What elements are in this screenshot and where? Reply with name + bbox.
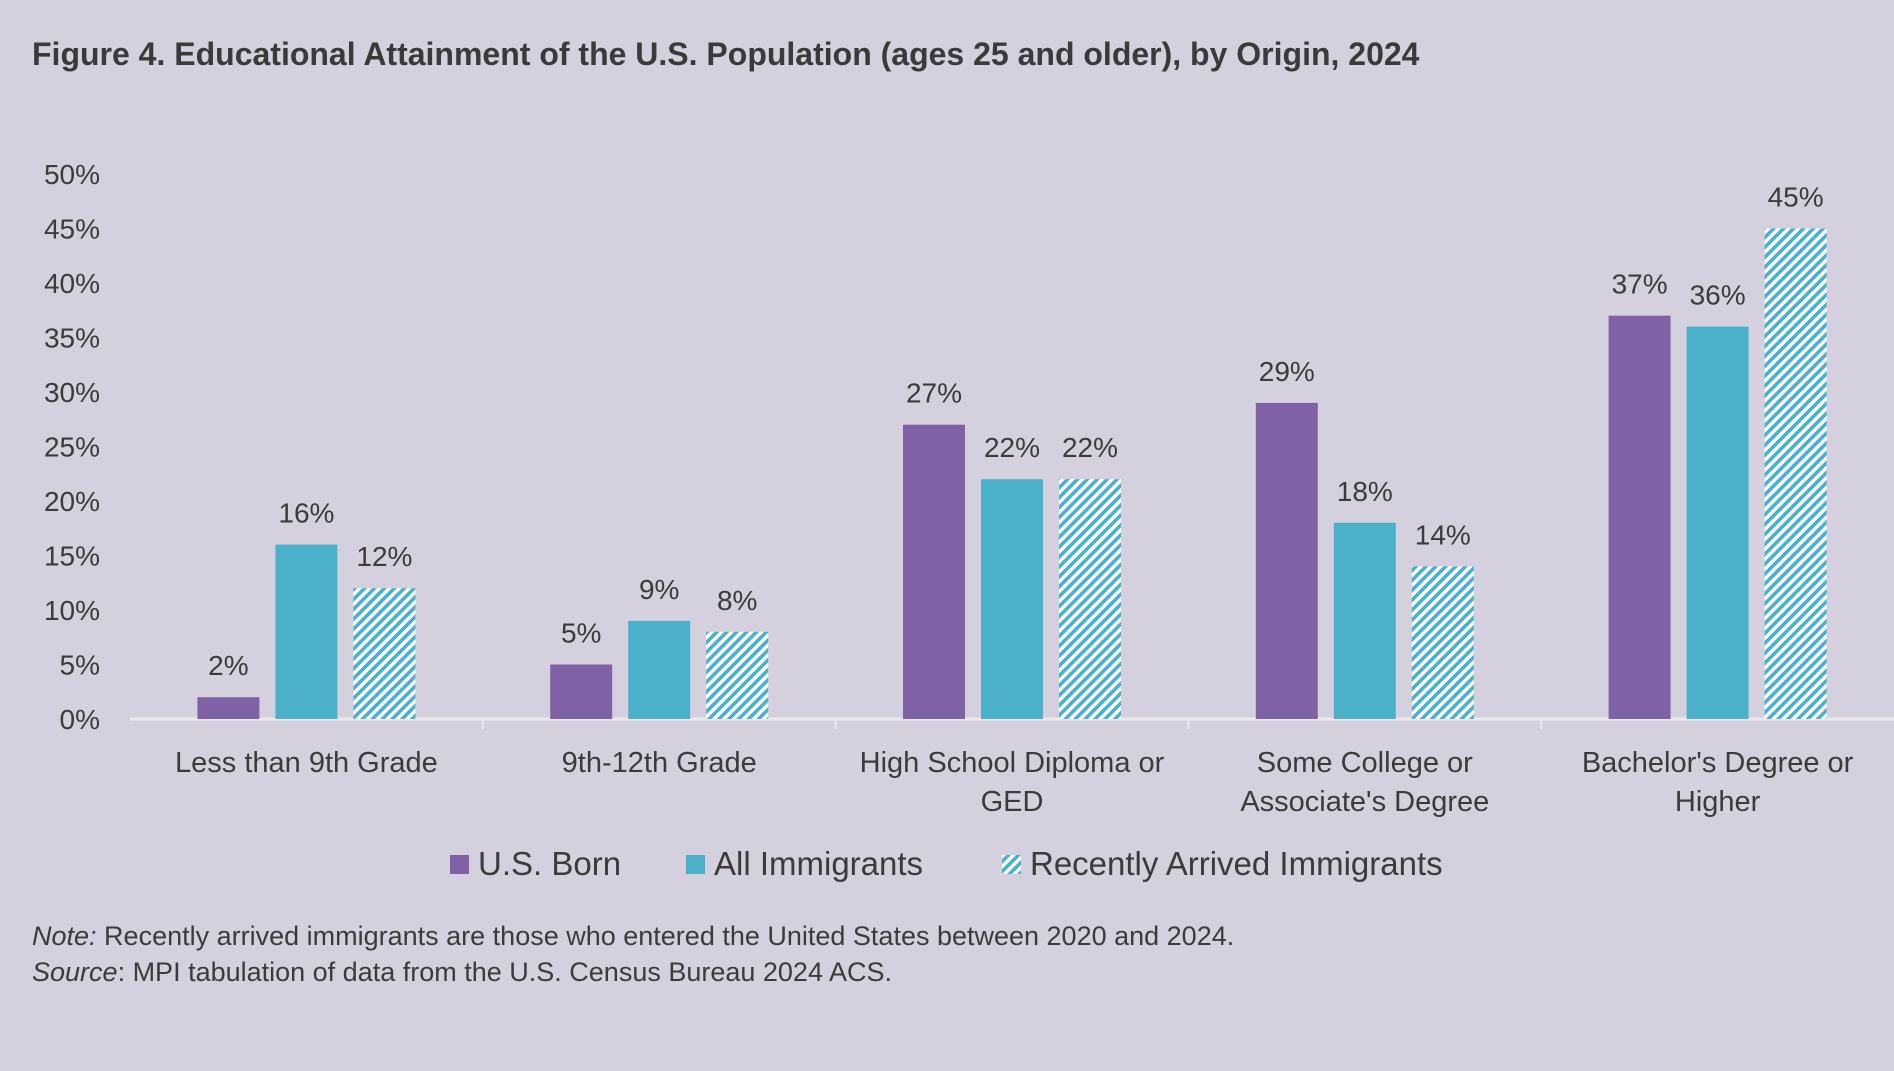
bar-recent-immigrants (1059, 479, 1121, 719)
data-label: 14% (1415, 519, 1471, 550)
legend-label-recent-immigrants: Recently Arrived Immigrants (1030, 845, 1443, 882)
legend-swatch-recent-immigrants (1002, 855, 1021, 874)
chart-title: Figure 4. Educational Attainment of the … (32, 36, 1420, 72)
bar-all-immigrants (1686, 326, 1749, 719)
data-label: 18% (1337, 476, 1393, 507)
x-tick-label: Some College or (1257, 747, 1473, 779)
x-axis: Less than 9th Grade 9th-12th Grade High Sc… (175, 719, 1854, 818)
bar-chart: 0% 5% 10% 15% 20% 25% 30% 35% 40% 45% 50% 2% 16% 12%… (44, 159, 1894, 882)
data-label: 12% (356, 541, 412, 572)
legend-swatch-all-immigrants (686, 855, 705, 874)
bar-us-born (903, 424, 965, 719)
bar-all-immigrants (275, 544, 338, 719)
bar-all-immigrants (628, 620, 691, 719)
bar-recent-immigrants (1764, 228, 1827, 719)
bar-recent-immigrants (353, 588, 416, 719)
data-label: 8% (717, 585, 757, 616)
bar-all-immigrants (1333, 522, 1396, 719)
y-tick-label: 40% (44, 268, 100, 299)
bar-all-immigrants (981, 479, 1043, 719)
source-label: Source (32, 957, 118, 987)
data-label: 27% (906, 378, 962, 409)
legend: U.S. Born All Immigrants Recently Arrived … (450, 845, 1443, 882)
data-label: 5% (561, 618, 601, 649)
source-line: Source: MPI tabulation of data from the … (32, 954, 1234, 990)
y-tick-label: 30% (44, 377, 100, 408)
legend-label-all-immigrants: All Immigrants (714, 845, 923, 882)
data-label: 29% (1259, 356, 1315, 387)
y-tick-label: 45% (44, 214, 100, 245)
y-tick-label: 5% (60, 650, 100, 681)
bars: 2% 16% 12% 5% 9% 8% 27% 22% 22% 29% 18% 14% 37% 36% 45… (197, 182, 1827, 719)
y-tick-label: 50% (44, 159, 100, 190)
note-text: Recently arrived immigrants are those wh… (96, 921, 1235, 951)
x-tick-label: GED (981, 786, 1044, 818)
notes: Note: Recently arrived immigrants are th… (32, 918, 1234, 990)
x-tick-label: High School Diploma or (860, 747, 1165, 779)
bar-us-born (1255, 402, 1318, 719)
x-tick-label: 9th-12th Grade (562, 747, 757, 779)
data-label: 45% (1768, 182, 1824, 213)
bar-us-born (1608, 315, 1671, 719)
data-label: 2% (208, 650, 248, 681)
x-tick-label: Higher (1675, 786, 1761, 818)
y-tick-label: 20% (44, 486, 100, 517)
x-tick-label: Less than 9th Grade (175, 747, 438, 779)
bar-recent-immigrants (706, 631, 769, 719)
legend-swatch-us-born (450, 855, 469, 874)
bar-us-born (550, 664, 613, 719)
data-label: 37% (1612, 269, 1668, 300)
note-label: Note: (32, 921, 97, 951)
data-label: 36% (1690, 280, 1746, 311)
y-tick-label: 10% (44, 595, 100, 626)
data-label: 16% (278, 498, 334, 529)
bar-us-born (197, 697, 260, 719)
y-tick-label: 15% (44, 541, 100, 572)
data-label: 22% (984, 432, 1040, 463)
data-label: 9% (639, 574, 679, 605)
y-tick-label: 25% (44, 432, 100, 463)
data-label: 22% (1062, 432, 1118, 463)
bar-recent-immigrants (1411, 566, 1474, 719)
y-tick-label: 35% (44, 323, 100, 354)
x-tick-label: Associate's Degree (1240, 786, 1489, 818)
note-line: Note: Recently arrived immigrants are th… (32, 918, 1234, 954)
x-tick-label: Bachelor's Degree or (1582, 747, 1854, 779)
source-text: : MPI tabulation of data from the U.S. C… (117, 957, 892, 987)
y-tick-label: 0% (60, 704, 100, 735)
legend-label-us-born: U.S. Born (478, 845, 621, 882)
